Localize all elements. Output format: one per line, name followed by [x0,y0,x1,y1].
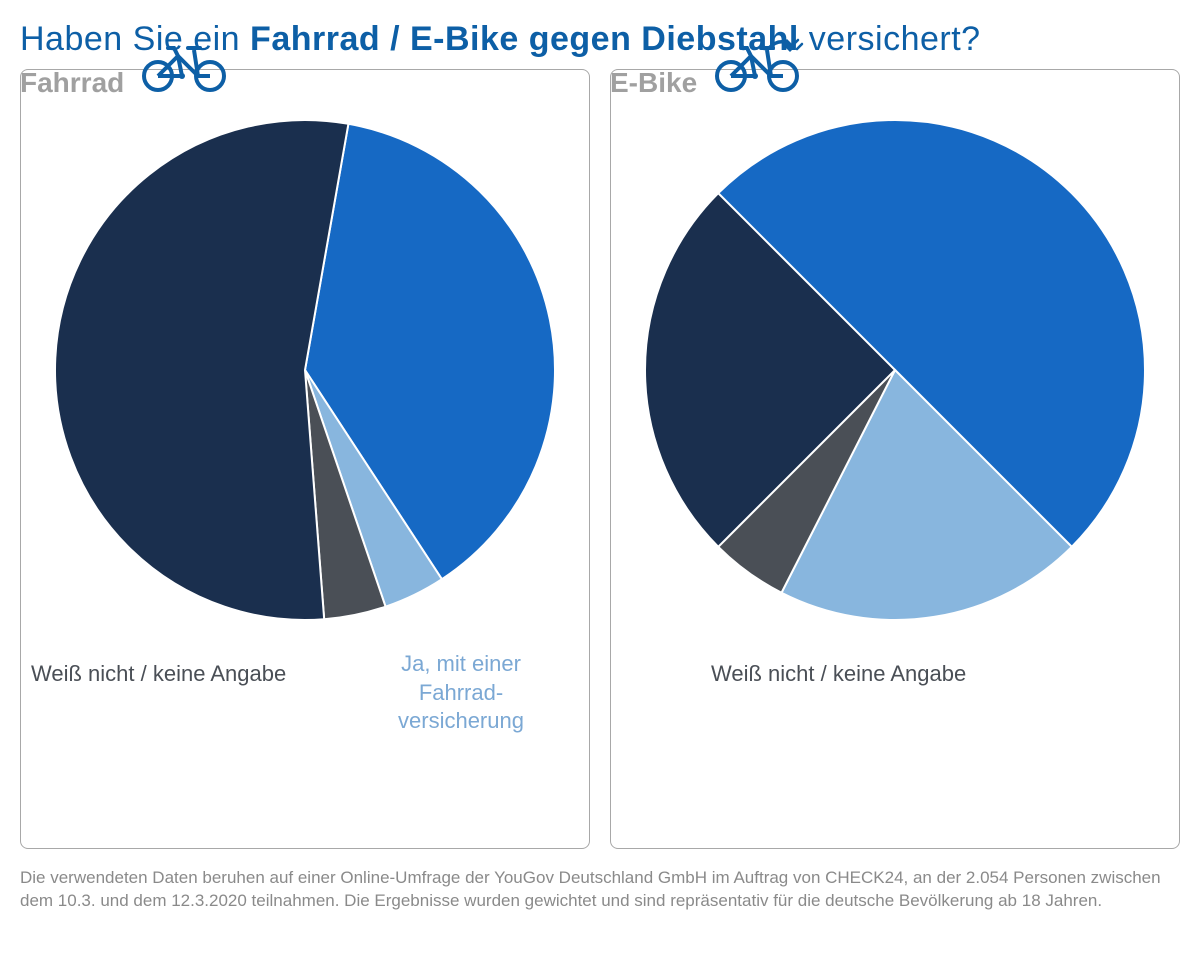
pie-fahrrad [45,110,565,630]
footnote: Die verwendeten Daten beruhen auf einer … [20,867,1180,913]
panel-label-ebike: E-Bike [610,67,697,99]
charts-row: Fahrrad 54 %Nein38 %Ja, im Rahmeneiner H… [20,69,1180,849]
pct-text: Ja, mit einerFahrrad-versicherung [398,651,524,733]
pie-ebike [635,110,1155,630]
pie-wrap-ebike [635,110,1155,635]
title-post: versichert? [799,20,981,58]
pct-text: Weiß nicht / keine Angabe [711,661,966,686]
pie-label-fahrrad-4: Ja, mit einerFahrrad-versicherung [351,650,571,736]
pie-wrap-fahrrad [45,110,565,635]
panel-fahrrad: Fahrrad 54 %Nein38 %Ja, im Rahmeneiner H… [20,69,590,849]
pie-label-ebike-4: Weiß nicht / keine Angabe [711,660,1031,689]
panel-header-fahrrad: Fahrrad [20,34,234,99]
slice-nein [55,120,348,620]
ebike-icon [707,34,807,99]
pie-label-fahrrad-5: Weiß nicht / keine Angabe [31,660,331,689]
panel-label-fahrrad: Fahrrad [20,67,124,99]
panel-ebike: E-Bike 50 %Ja, im Rahmeneiner Hausratver… [610,69,1180,849]
bike-icon [134,34,234,99]
panel-header-ebike: E-Bike [610,34,807,99]
pct-text: Weiß nicht / keine Angabe [31,661,286,686]
